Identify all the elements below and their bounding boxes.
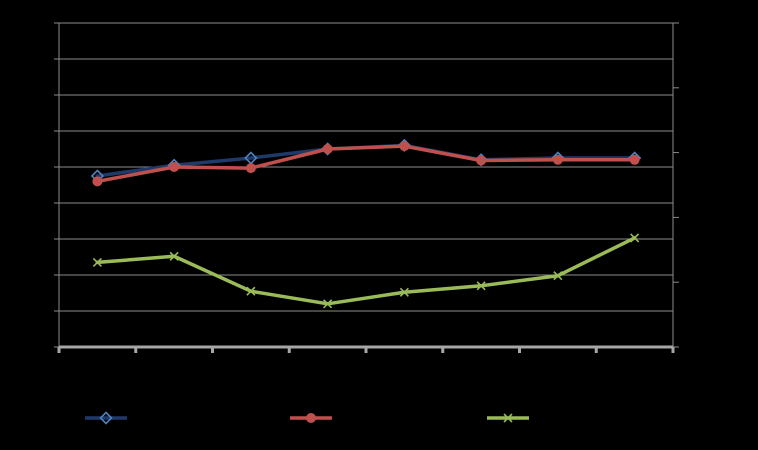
data-point	[552, 154, 563, 165]
series-line	[95, 236, 637, 306]
data-point	[323, 299, 333, 309]
data-point	[476, 281, 486, 291]
marker-stroke	[399, 287, 409, 297]
data-point	[630, 233, 640, 243]
axes	[54, 22, 679, 353]
series-line	[95, 144, 637, 184]
legend-swatch-marker	[306, 413, 316, 423]
marker-stroke	[553, 271, 563, 281]
data-point	[399, 141, 410, 152]
marker-stroke	[323, 299, 333, 309]
data-point	[92, 176, 103, 187]
data-point	[169, 162, 180, 172]
marker-stroke	[503, 413, 513, 423]
data-point	[92, 257, 102, 267]
legend-swatch-marker	[503, 413, 513, 423]
marker-stroke	[246, 286, 256, 296]
legend-item-2	[290, 413, 332, 423]
legend-item-3	[487, 413, 529, 423]
series-lines	[90, 138, 642, 309]
data-point	[476, 155, 487, 166]
marker-stroke	[92, 257, 102, 267]
legend-item-1	[85, 411, 127, 425]
data-point	[629, 154, 640, 165]
data-point	[322, 144, 333, 154]
data-point	[169, 251, 179, 261]
series-2	[92, 141, 640, 187]
legend	[85, 411, 529, 425]
marker-stroke	[169, 251, 179, 261]
data-point	[246, 286, 256, 296]
series-3	[92, 233, 640, 309]
data-point	[245, 163, 256, 174]
marker-stroke	[630, 233, 640, 243]
marker-stroke	[476, 281, 486, 291]
data-point	[553, 271, 563, 281]
data-point	[399, 287, 409, 297]
legend-swatch-marker	[99, 411, 113, 425]
